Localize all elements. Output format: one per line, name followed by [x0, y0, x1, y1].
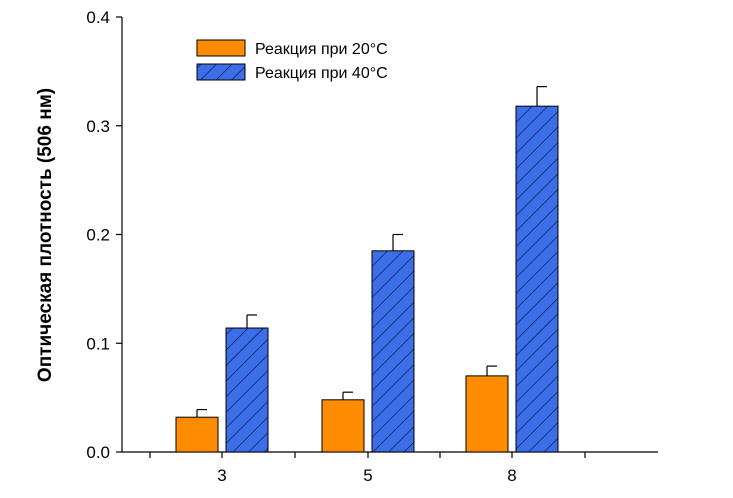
bars [175, 85, 559, 453]
y-tick-label: 0.3 [86, 117, 110, 136]
bar [175, 416, 219, 453]
y-tick-label: 0.1 [86, 334, 110, 353]
legend-swatch [196, 63, 246, 81]
bar [465, 375, 509, 453]
legend: Реакция при 20°C Реакция при 40°C [196, 39, 388, 82]
y-tick-label: 0.2 [86, 226, 110, 245]
y-tick-label: 0.4 [86, 8, 110, 27]
legend-label: Реакция при 40°C [255, 65, 388, 82]
y-axis-label: Оптическая плотность (506 нм) [35, 88, 56, 382]
x-tick-label: 5 [363, 466, 372, 485]
x-tick-label: 8 [507, 466, 516, 485]
bar [515, 105, 559, 453]
legend-swatch [196, 39, 246, 57]
bar [225, 327, 269, 453]
x-tick-label: 3 [217, 466, 226, 485]
y-tick-label: 0.0 [86, 443, 110, 462]
y-axis: 0.0 0.1 0.2 0.3 0.4 [86, 8, 123, 462]
bar [321, 399, 365, 453]
legend-label: Реакция при 20°C [255, 41, 388, 58]
bar [371, 250, 415, 453]
x-axis: 3 5 8 [122, 451, 658, 485]
